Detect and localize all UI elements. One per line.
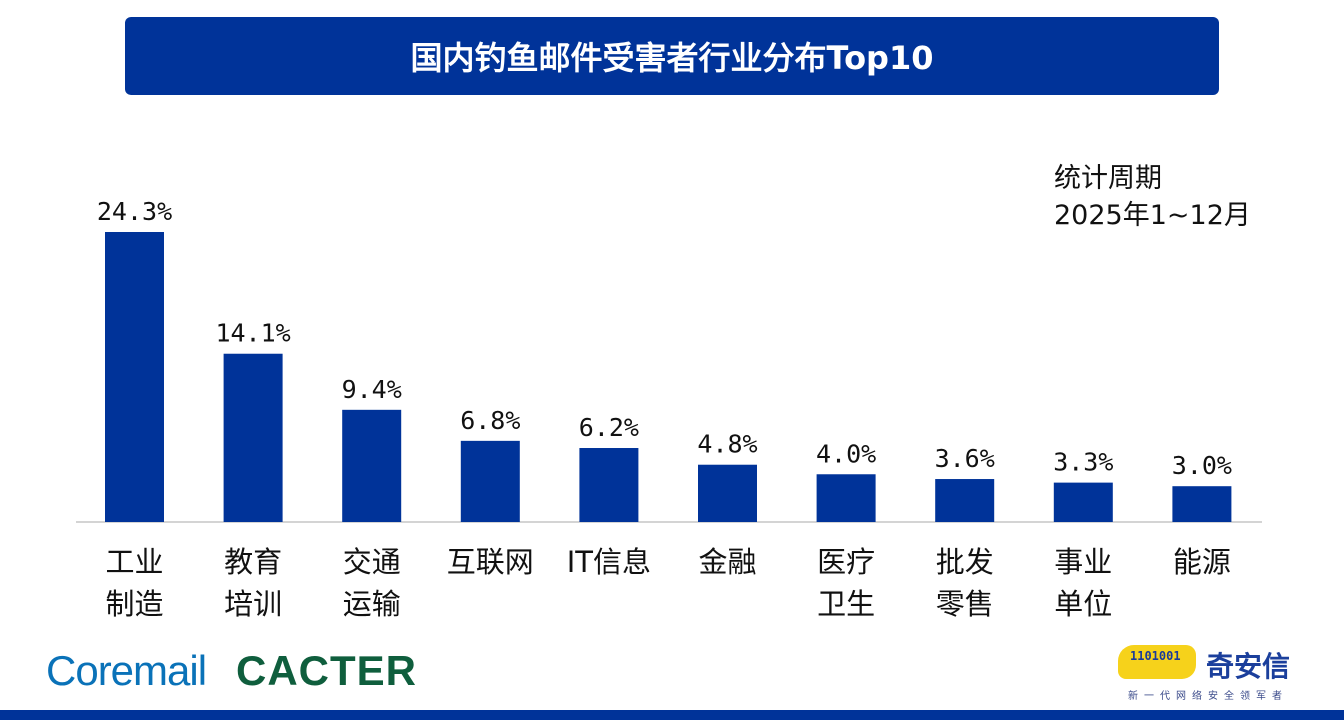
category-label: 零售 (936, 587, 994, 621)
data-label: 9.4% (342, 375, 402, 404)
data-label: 3.6% (935, 444, 995, 473)
qianxin-slogan: 新一代网络安全领军者 (1128, 691, 1288, 702)
bar (105, 232, 164, 522)
data-label: 4.8% (697, 430, 757, 459)
qianxin-logo: 1101001 奇安信 新一代网络安全领军者 (1118, 643, 1318, 703)
bar (223, 353, 283, 522)
data-label: 4.0% (816, 439, 876, 468)
category-label: 单位 (1054, 587, 1112, 621)
bar (460, 440, 520, 522)
data-label: 24.3% (97, 197, 172, 226)
category-label: 培训 (224, 587, 282, 621)
category-label: 金融 (698, 545, 756, 579)
bar (342, 409, 402, 522)
cacter-logo: CACTER (236, 647, 417, 694)
tiger-icon: 1101001 (1118, 645, 1196, 679)
category-label: 运输 (343, 587, 401, 621)
category-label: 制造 (105, 587, 163, 621)
category-label: 互联网 (447, 545, 534, 579)
category-label: 医疗 (817, 545, 875, 579)
category-label: 事业 (1054, 545, 1112, 579)
data-label: 3.0% (1172, 451, 1232, 480)
category-label: 卫生 (817, 587, 875, 621)
data-label: 6.2% (579, 413, 639, 442)
category-label: 批发 (936, 545, 994, 579)
category-label: 工业 (105, 545, 163, 579)
coremail-logo: Coremail (46, 647, 207, 694)
bottom-bar (0, 710, 1344, 720)
chart-title: 国内钓鱼邮件受害者行业分布Top10 (125, 17, 1219, 95)
qianxin-name: 奇安信 (1206, 650, 1291, 683)
period-range: 2025年1~12月 (1054, 200, 1251, 231)
period-label: 统计周期 (1054, 163, 1162, 194)
category-label: 交通 (343, 545, 401, 579)
data-label: 6.8% (460, 406, 520, 435)
bar (698, 464, 757, 522)
data-label: 14.1% (215, 319, 290, 348)
category-label: 教育 (224, 545, 282, 579)
bar (1172, 486, 1232, 522)
category-label: 能源 (1173, 545, 1231, 579)
bar (935, 479, 995, 522)
bar (1053, 482, 1113, 522)
period-note: 统计周期 2025年1~12月 (1054, 160, 1251, 234)
bar (579, 448, 639, 522)
bar (816, 474, 876, 522)
category-label: IT信息 (567, 545, 651, 579)
data-label: 3.3% (1053, 448, 1113, 477)
